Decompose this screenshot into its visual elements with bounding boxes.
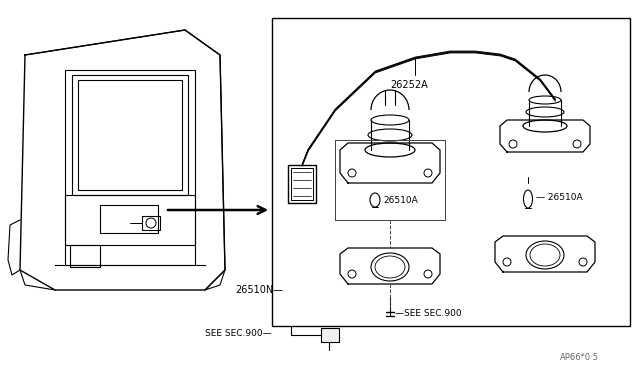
Bar: [272, 18, 630, 326]
Text: 26510A: 26510A: [383, 196, 418, 205]
Bar: [288, 165, 316, 203]
Bar: [65, 70, 195, 265]
Bar: [291, 168, 313, 200]
Bar: [65, 195, 195, 245]
Bar: [72, 75, 188, 195]
Text: 26510N—: 26510N—: [235, 285, 283, 295]
Bar: [142, 216, 160, 230]
Bar: [335, 140, 445, 220]
Bar: [321, 328, 339, 342]
Bar: [70, 245, 100, 267]
Text: — 26510A: — 26510A: [536, 192, 582, 202]
Bar: [335, 140, 445, 220]
Text: AP66*0·5: AP66*0·5: [560, 353, 599, 362]
Bar: [100, 205, 158, 233]
Text: SEE SEC.900—: SEE SEC.900—: [205, 328, 271, 337]
Text: 26252A: 26252A: [390, 80, 428, 90]
Bar: [78, 80, 182, 190]
Text: —SEE SEC.900: —SEE SEC.900: [395, 308, 461, 317]
